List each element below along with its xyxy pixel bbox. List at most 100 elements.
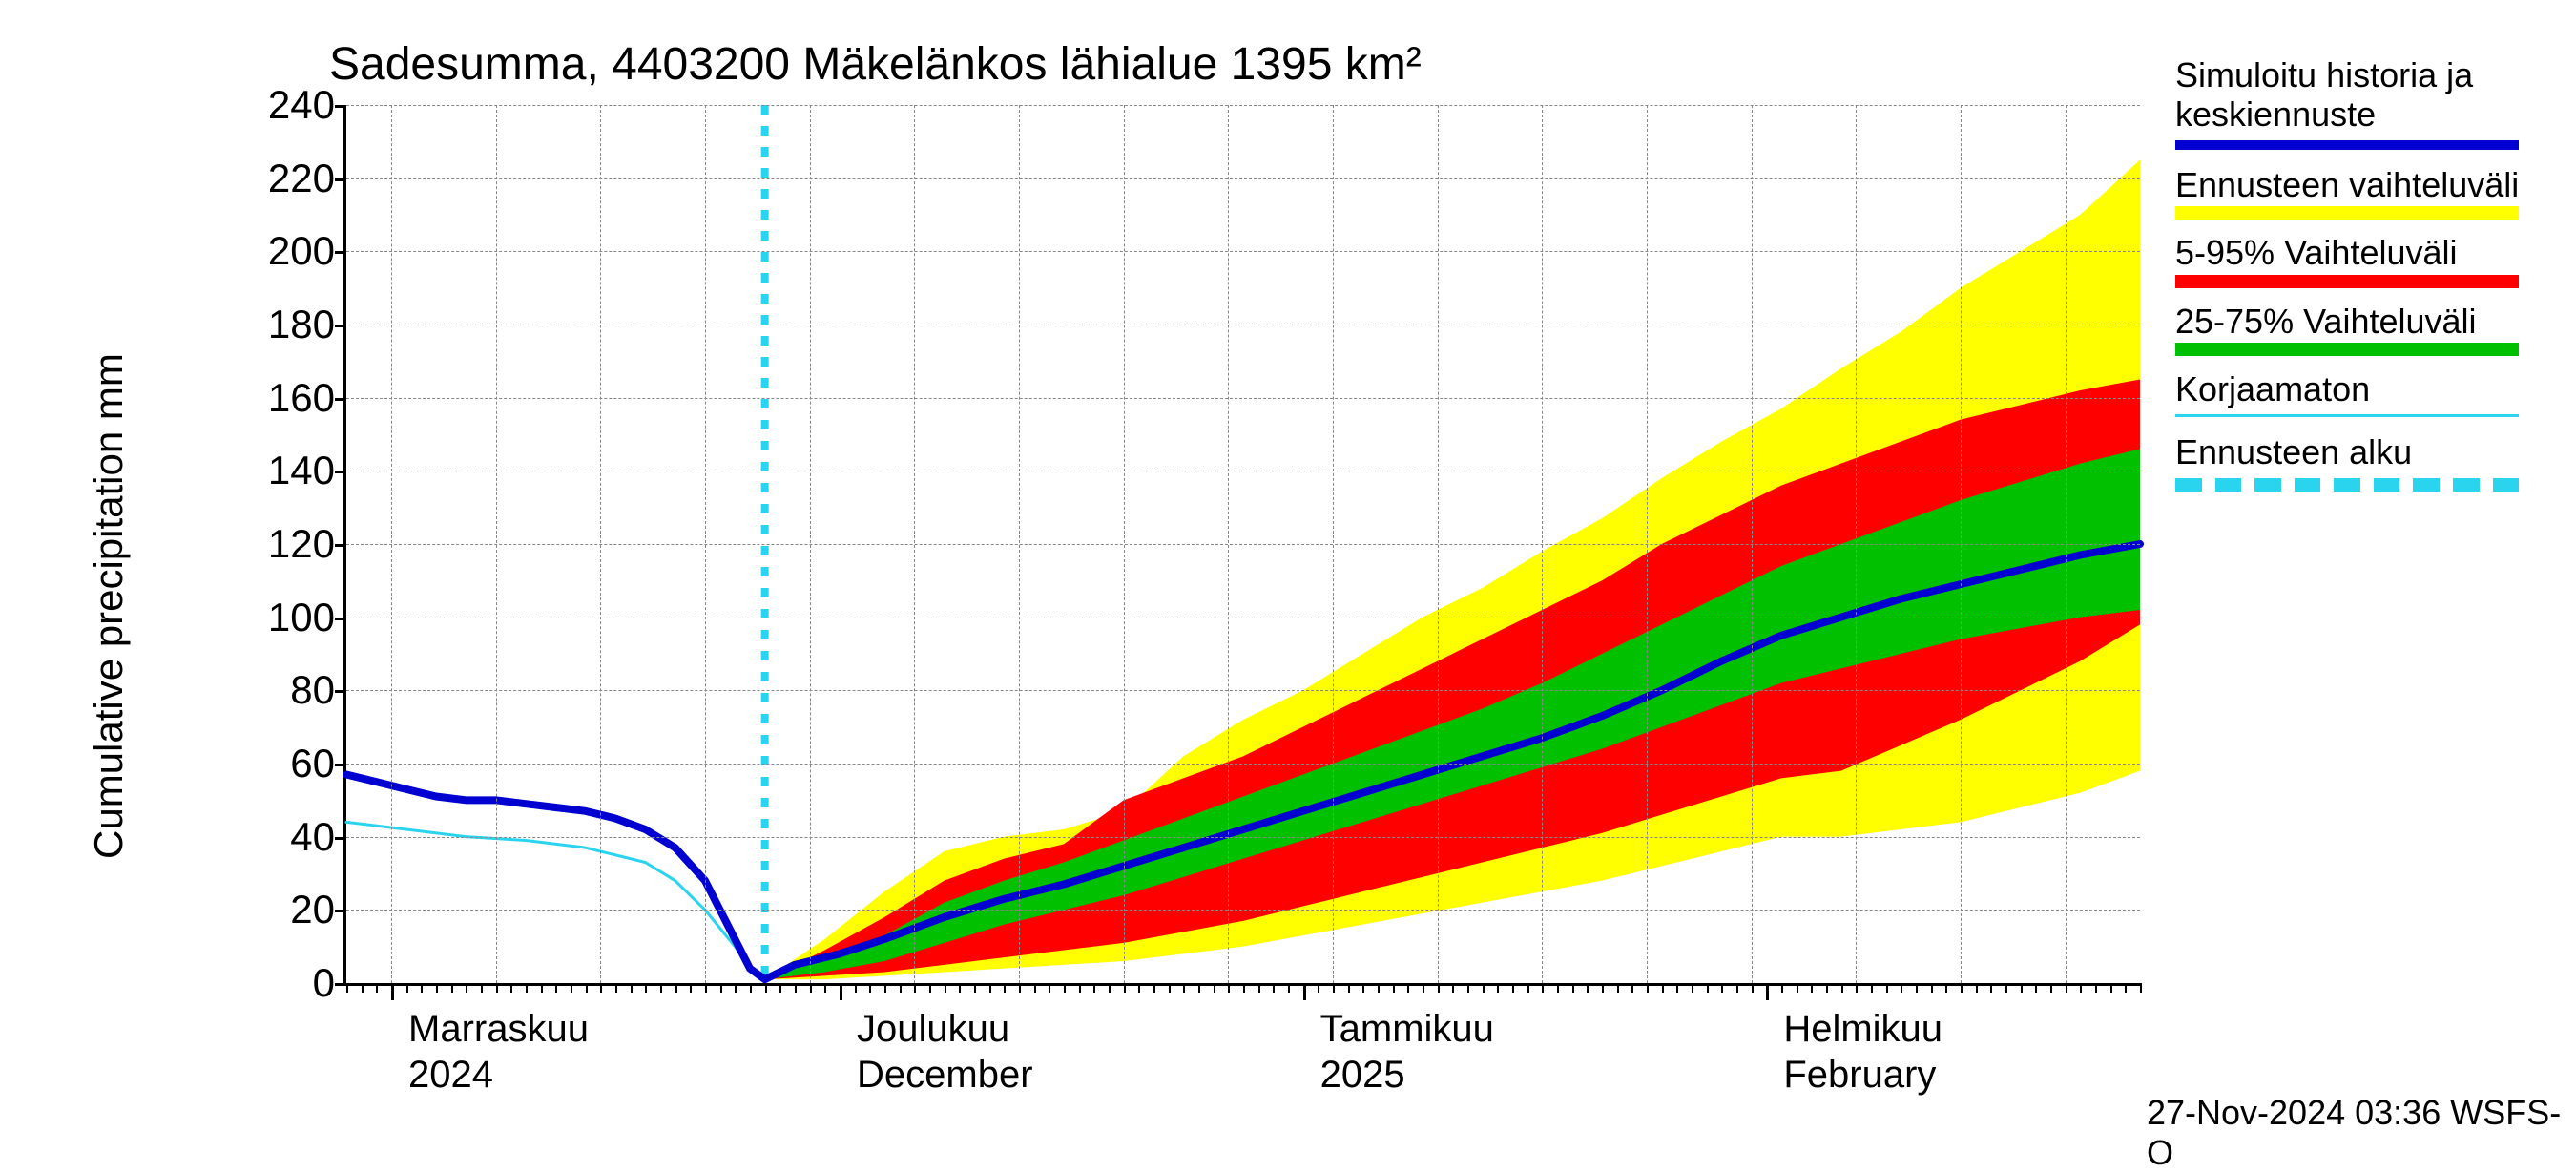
x-tick-minor (1916, 983, 1918, 993)
x-tick-minor (1721, 983, 1723, 993)
x-tick-minor (586, 983, 588, 993)
x-tick-minor (1004, 983, 1006, 993)
x-tick-minor (1362, 983, 1364, 993)
x-tick-minor (2050, 983, 2052, 993)
x-tick-major (1766, 983, 1769, 1000)
y-tick-mark (335, 910, 346, 912)
legend-label: Ennusteen alku (2175, 432, 2519, 471)
x-tick-minor (615, 983, 617, 993)
grid-line-h (346, 105, 2140, 106)
x-tick-minor (1019, 983, 1021, 993)
x-tick-minor (1736, 983, 1738, 993)
x-tick-minor (1093, 983, 1095, 993)
x-tick-minor (555, 983, 557, 993)
x-tick-minor (1707, 983, 1709, 993)
x-tick-minor (1841, 983, 1843, 993)
grid-line-h (346, 764, 2140, 765)
x-tick-minor (1542, 983, 1544, 993)
grid-line-h (346, 178, 2140, 179)
x-tick-minor (1228, 983, 1230, 993)
grid-line-v (705, 105, 706, 983)
y-axis-label: Cumulative precipitation mm (86, 353, 132, 859)
x-tick-minor (2035, 983, 2037, 993)
grid-line-v (810, 105, 811, 983)
grid-line-v (600, 105, 601, 983)
x-tick-minor (945, 983, 946, 993)
y-tick-mark (335, 764, 346, 766)
grid-line-v (1856, 105, 1857, 983)
x-tick-minor (1647, 983, 1649, 993)
x-tick-minor (1407, 983, 1409, 993)
x-tick-minor (1348, 983, 1350, 993)
x-tick-minor (1752, 983, 1754, 993)
y-tick-mark (335, 471, 346, 473)
x-tick-minor (406, 983, 408, 993)
grid-line-v (1228, 105, 1229, 983)
chart-title: Sadesumma, 4403200 Mäkelänkos lähialue 1… (329, 38, 1422, 91)
x-tick-minor (451, 983, 453, 993)
x-tick-minor (1393, 983, 1395, 993)
x-tick-minor (795, 983, 797, 993)
y-tick-mark (335, 618, 346, 620)
x-tick-minor (869, 983, 871, 993)
x-tick-minor (1258, 983, 1260, 993)
x-tick-minor (1378, 983, 1380, 993)
legend: Simuloitu historia jakeskiennusteEnnuste… (2175, 55, 2519, 497)
x-tick-minor (2110, 983, 2112, 993)
x-tick-minor (1692, 983, 1693, 993)
grid-line-v (496, 105, 497, 983)
x-tick-minor (526, 983, 528, 993)
x-tick-minor (1945, 983, 1947, 993)
grid-line-v (1961, 105, 1962, 983)
grid-line-h (346, 251, 2140, 252)
legend-label: Korjaamaton (2175, 369, 2519, 408)
x-tick-minor (1512, 983, 1514, 993)
x-tick-minor (1079, 983, 1081, 993)
x-tick-minor (1288, 983, 1290, 993)
x-tick-minor (720, 983, 722, 993)
x-tick-minor (376, 983, 378, 993)
x-tick-major (1303, 983, 1306, 1000)
legend-entry: 5-95% Vaihteluväli (2175, 233, 2519, 287)
x-tick-label-bottom: 2024 (408, 1046, 493, 1097)
x-tick-minor (1467, 983, 1469, 993)
x-tick-minor (1587, 983, 1589, 993)
x-tick-minor (1497, 983, 1499, 993)
series-uncorrected (346, 822, 765, 979)
grid-line-v (1124, 105, 1125, 983)
x-tick-minor (1856, 983, 1858, 993)
x-tick-major (840, 983, 842, 1000)
x-tick-label-top: Joulukuu (857, 1000, 1009, 1051)
legend-entry: 25-75% Vaihteluväli (2175, 302, 2519, 356)
legend-swatch (2175, 206, 2519, 220)
grid-line-v (1333, 105, 1334, 983)
x-tick-minor (1676, 983, 1678, 993)
x-tick-minor (1886, 983, 1888, 993)
x-tick-minor (1976, 983, 1978, 993)
x-tick-minor (1198, 983, 1200, 993)
x-tick-label-bottom: 2025 (1320, 1046, 1405, 1097)
x-tick-minor (1452, 983, 1454, 993)
x-tick-minor (645, 983, 647, 993)
x-tick-minor (2005, 983, 2007, 993)
legend-label: Ennusteen vaihteluväli (2175, 165, 2519, 204)
legend-swatch (2175, 478, 2519, 492)
x-tick-minor (1138, 983, 1140, 993)
x-tick-minor (1811, 983, 1813, 993)
chart-container: Sadesumma, 4403200 Mäkelänkos lähialue 1… (0, 0, 2576, 1145)
x-tick-minor (660, 983, 662, 993)
x-tick-minor (855, 983, 857, 993)
x-tick-minor (1109, 983, 1111, 993)
x-tick-minor (2140, 983, 2142, 993)
x-tick-major (391, 983, 394, 1000)
x-tick-minor (2066, 983, 2067, 993)
x-tick-minor (1631, 983, 1633, 993)
grid-line-h (346, 690, 2140, 691)
grid-line-v (1438, 105, 1439, 983)
x-tick-minor (1243, 983, 1245, 993)
y-tick-mark (335, 690, 346, 693)
x-tick-minor (1423, 983, 1424, 993)
footer-timestamp: 27-Nov-2024 03:36 WSFS-O (2147, 1093, 2576, 1173)
x-tick-minor (675, 983, 677, 993)
x-tick-minor (765, 983, 767, 993)
